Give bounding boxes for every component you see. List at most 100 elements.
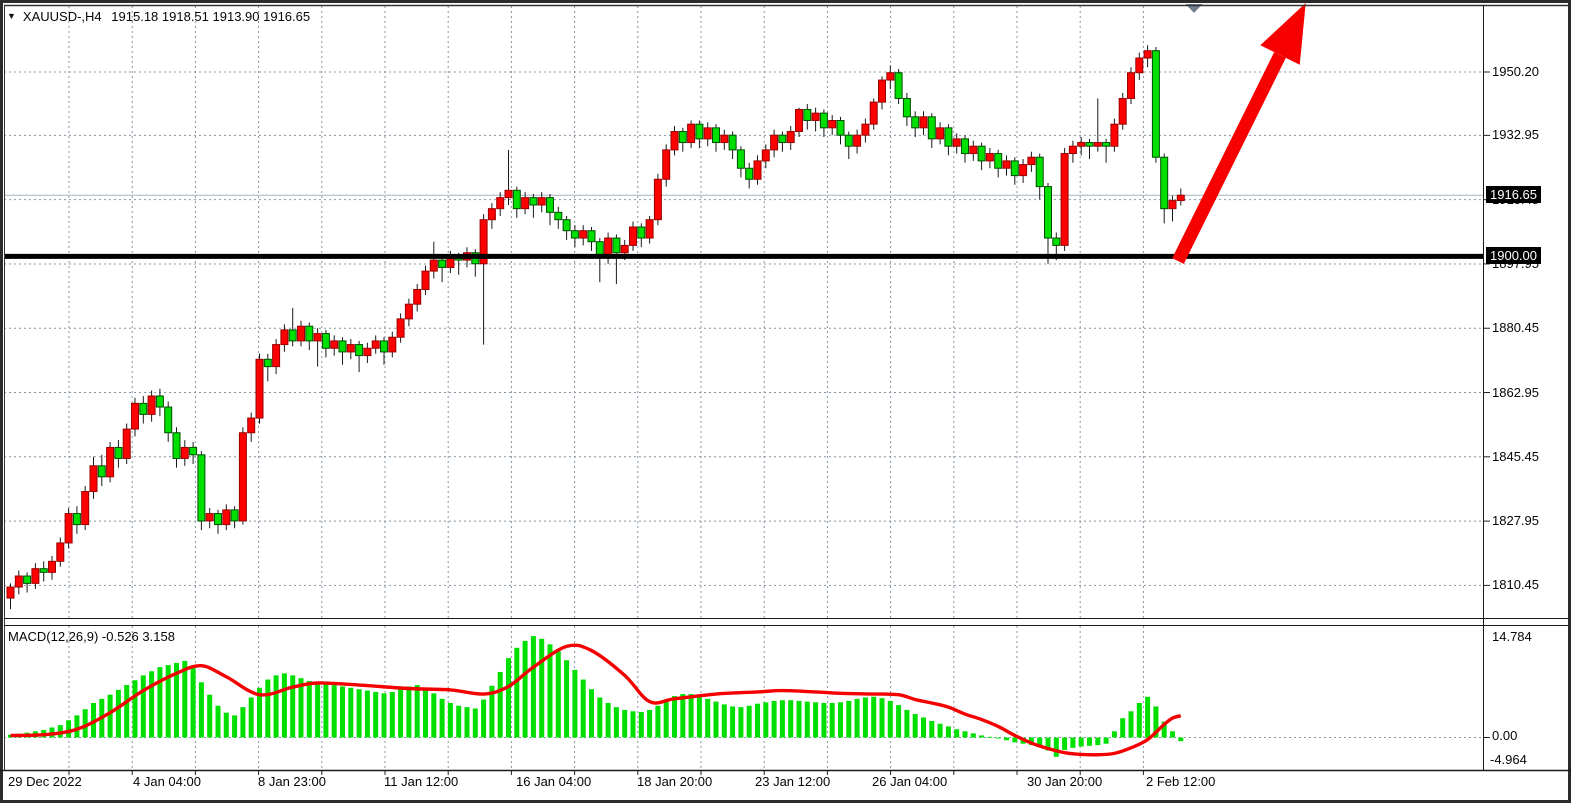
candle xyxy=(645,216,654,244)
candle xyxy=(230,506,239,529)
candle xyxy=(579,225,588,246)
candle xyxy=(496,192,505,217)
candle xyxy=(39,561,48,582)
candle xyxy=(703,122,712,147)
candle xyxy=(97,454,106,487)
candle xyxy=(736,146,745,178)
candle xyxy=(662,144,671,187)
candle xyxy=(728,131,737,160)
candle xyxy=(1044,182,1052,264)
candle xyxy=(811,107,820,132)
candle xyxy=(1085,138,1094,160)
candle xyxy=(1143,45,1152,68)
candle xyxy=(753,155,762,185)
candle xyxy=(338,337,347,365)
candle xyxy=(786,126,795,150)
candle xyxy=(886,65,895,90)
candle xyxy=(969,140,978,161)
candle xyxy=(172,427,181,468)
candle xyxy=(985,148,994,169)
candle xyxy=(629,221,637,251)
candle xyxy=(14,570,23,595)
candle xyxy=(122,423,131,464)
candle xyxy=(305,322,314,351)
candle xyxy=(247,412,256,442)
candle xyxy=(844,131,853,160)
candle xyxy=(139,396,148,424)
candle xyxy=(263,353,272,382)
candle xyxy=(313,328,322,367)
candle xyxy=(770,129,779,158)
candle xyxy=(952,133,961,154)
candle xyxy=(678,127,687,152)
candle xyxy=(1110,118,1119,152)
candle xyxy=(321,329,330,358)
candle xyxy=(1135,52,1144,81)
candle xyxy=(836,116,845,145)
candle xyxy=(255,353,264,424)
candle xyxy=(272,339,281,374)
candle xyxy=(521,192,530,215)
candle xyxy=(1019,159,1028,183)
candle xyxy=(695,120,704,149)
candle xyxy=(1035,153,1044,200)
candle xyxy=(587,227,596,251)
candle xyxy=(927,113,936,149)
candle xyxy=(346,339,355,360)
candle xyxy=(819,109,828,138)
candle xyxy=(355,340,364,373)
candle xyxy=(687,120,696,149)
candle xyxy=(288,307,297,347)
candle xyxy=(31,563,40,589)
candle xyxy=(1093,98,1102,152)
candle xyxy=(388,331,397,358)
trend-arrow-annotation[interactable] xyxy=(1172,3,1306,264)
candle xyxy=(828,114,837,136)
candle xyxy=(404,298,413,327)
candle xyxy=(861,118,870,143)
candle xyxy=(114,440,123,468)
candle xyxy=(64,508,73,549)
candle xyxy=(878,76,886,110)
candle xyxy=(1027,151,1036,172)
grid-layer xyxy=(4,6,1490,775)
candle xyxy=(147,390,156,422)
candle xyxy=(1002,155,1011,176)
candle xyxy=(214,509,222,534)
candle xyxy=(297,320,305,347)
candle xyxy=(537,192,546,213)
candle xyxy=(56,537,65,567)
candle xyxy=(712,124,720,152)
candle xyxy=(479,214,488,345)
candle xyxy=(330,335,339,356)
candle xyxy=(653,173,662,226)
candle xyxy=(421,265,430,295)
candle xyxy=(902,92,911,127)
candle xyxy=(1060,148,1069,251)
candle xyxy=(6,583,15,610)
candle xyxy=(1010,157,1019,185)
candle xyxy=(89,456,98,499)
candle xyxy=(189,441,198,464)
candle xyxy=(919,111,928,136)
candle xyxy=(570,225,579,248)
candle xyxy=(977,142,986,171)
candle xyxy=(894,69,903,104)
candle xyxy=(745,162,754,189)
candle xyxy=(961,135,969,163)
candle xyxy=(205,508,214,529)
candle xyxy=(396,313,405,343)
candles-layer xyxy=(6,45,1185,610)
candle xyxy=(363,342,372,363)
candle xyxy=(238,427,247,525)
candle xyxy=(1102,138,1111,163)
candle xyxy=(504,149,513,205)
candle xyxy=(554,206,563,229)
candle xyxy=(803,103,812,130)
candle xyxy=(48,555,56,580)
candle xyxy=(562,216,571,240)
candle xyxy=(720,129,729,150)
candle xyxy=(637,223,646,248)
candle xyxy=(1077,137,1086,156)
